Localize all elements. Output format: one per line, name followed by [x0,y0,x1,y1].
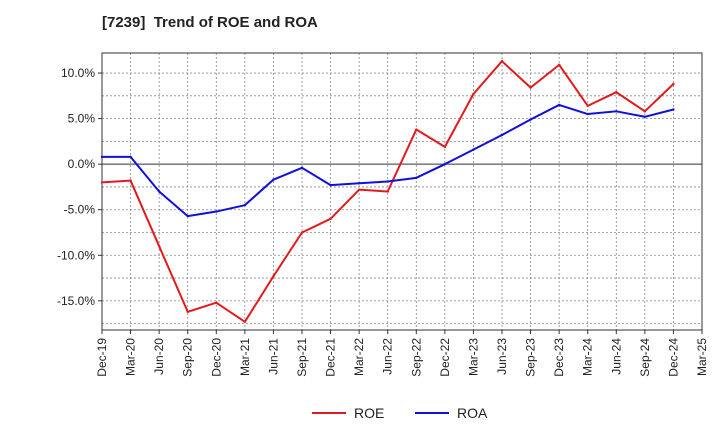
data-point-roe [186,310,189,313]
data-point-roa [672,108,675,111]
data-point-roa [157,190,161,193]
data-point-roa [129,155,132,159]
x-tick-label: Sep-20 [181,338,195,377]
y-tick-label: -5.0% [64,203,96,217]
data-point-roa [272,178,275,181]
x-tick-label: Jun-20 [152,338,166,375]
x-tick-label: Mar-23 [466,338,480,376]
data-point-roe [529,86,532,89]
data-point-roe [357,188,361,191]
x-tick-label: Dec-22 [438,338,452,377]
y-tick-label: -15.0% [57,294,95,308]
y-axis-ticks: 10.0% 5.0% 0.0% -5.0% -10.0% -15.0% [57,66,102,308]
legend: ROE ROA [312,405,488,421]
x-tick-label: Mar-25 [695,338,709,376]
data-point-roa [300,166,304,170]
data-point-roa [386,180,389,183]
data-point-roa [557,103,561,107]
y-tick-label: 5.0% [68,112,96,126]
data-point-roe [129,179,132,182]
x-tick-label: Jun-24 [609,338,623,375]
x-tick-label: Sep-21 [295,338,309,377]
legend-label-roa: ROA [457,405,488,421]
data-point-roe [272,275,275,278]
data-point-roa [357,182,361,185]
x-tick-label: Dec-21 [324,338,338,377]
data-point-roa [615,110,618,113]
data-point-roe [500,60,504,63]
data-point-roe [243,320,247,323]
x-tick-label: Mar-22 [352,338,366,376]
x-tick-label: Jun-23 [495,338,509,375]
x-tick-label: Sep-24 [638,338,652,377]
x-tick-label: Sep-22 [409,338,423,377]
data-point-roe [443,145,447,149]
data-point-roa [529,118,532,121]
data-point-roe [329,217,332,221]
data-point-roe [386,190,389,193]
x-tick-label: Dec-20 [209,338,223,377]
x-tick-label: Jun-22 [381,338,395,375]
data-point-roa [243,203,247,207]
x-tick-label: Mar-20 [124,338,138,376]
x-tick-label: Dec-24 [666,338,680,377]
series-lines [100,60,675,323]
data-point-roe [472,92,475,96]
data-point-roe [215,301,218,304]
y-tick-label: 10.0% [61,66,95,80]
y-tick-label: -10.0% [57,248,95,262]
data-point-roe [415,128,418,131]
data-point-roa [215,210,218,213]
x-tick-label: Dec-23 [552,338,566,377]
data-point-roe [157,244,161,248]
data-point-roa [643,115,647,118]
data-point-roa [443,162,447,166]
x-tick-label: Dec-19 [95,338,109,377]
grid-lines [102,53,702,330]
data-point-roa [186,214,189,218]
data-point-roa [329,183,332,187]
data-point-roe [300,231,304,234]
data-point-roe [672,82,675,86]
data-point-roe [586,104,589,108]
chart-title: [7239] Trend of ROE and ROA [102,14,318,31]
x-tick-label: Sep-23 [524,338,538,377]
y-tick-label: 0.0% [68,157,96,171]
x-tick-label: Mar-24 [581,338,595,376]
x-tick-label: Jun-21 [266,338,280,375]
data-point-roe [100,181,104,184]
plot-frame [101,52,703,331]
data-point-roe [615,90,618,94]
legend-label-roe: ROE [354,405,384,421]
data-point-roe [643,110,647,113]
data-point-roa [415,176,418,180]
data-point-roe [557,63,561,67]
x-axis-ticks: Dec-19 Mar-20 Jun-20 Sep-20 Dec-20 Mar-21 Jun-… [95,330,709,377]
data-point-roa [586,112,589,116]
x-tick-label: Mar-21 [238,338,252,376]
data-point-roa [100,155,104,159]
data-point-roa [472,148,475,151]
data-point-roa [500,133,504,137]
